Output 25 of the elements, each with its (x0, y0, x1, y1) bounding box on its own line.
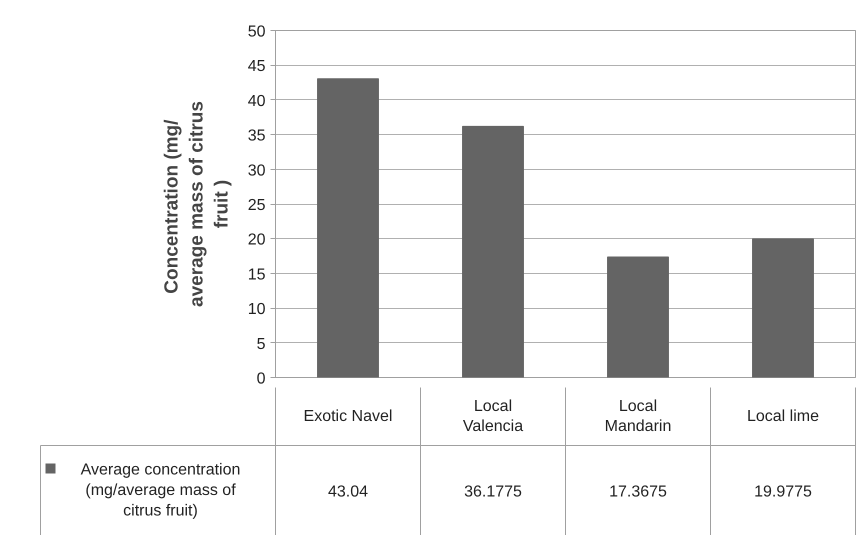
x-tick-label: Exotic Navel (304, 408, 392, 425)
y-tick-label: 5 (256, 336, 266, 353)
data-label: 19.9775 (754, 484, 812, 500)
data-label: 43.04 (328, 484, 368, 500)
x-tick-label: Local Mandarin (604, 398, 672, 436)
y-tick-label: 0 (256, 370, 266, 388)
legend-label: Average concentration (mg/average mass of citrus fruit) (80, 462, 240, 520)
bar (317, 78, 379, 378)
data-label: 17.3675 (609, 484, 668, 500)
y-tick-label: 10 (248, 301, 266, 318)
y-tick-label: 50 (248, 24, 266, 40)
y-axis-title: Concentration (mg/ average mass of citrus fruit ) (161, 101, 233, 307)
y-tick-label: 25 (248, 197, 266, 214)
y-tick-label: 35 (248, 128, 266, 145)
y-tick-label: 30 (248, 162, 266, 180)
x-tick-label: Local Valencia (462, 398, 524, 436)
y-tick-label: 20 (248, 232, 266, 249)
y-tick-label: 45 (248, 58, 266, 76)
y-tick-label: 40 (248, 92, 266, 110)
y-tick-label: 15 (248, 266, 266, 284)
x-tick-label: Local lime (746, 408, 820, 425)
bar (462, 126, 524, 378)
bar (607, 256, 669, 378)
data-label: 36.1775 (464, 484, 522, 500)
bar (752, 238, 814, 378)
